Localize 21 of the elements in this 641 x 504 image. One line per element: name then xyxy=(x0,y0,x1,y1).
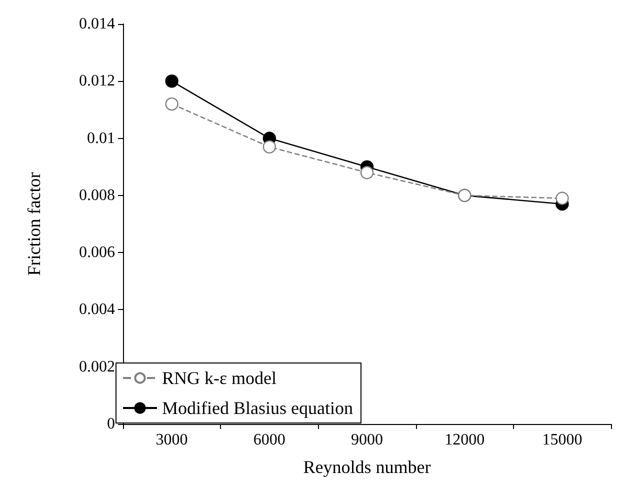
x-tick-label: 9000 xyxy=(351,432,383,448)
x-axis-title: Reynolds number xyxy=(303,457,431,477)
point xyxy=(360,166,374,180)
y-tick-label: 0.006 xyxy=(79,244,115,262)
x-tick-label: 3000 xyxy=(156,432,188,448)
point xyxy=(556,192,569,205)
y-tick-label: 0.012 xyxy=(79,72,115,90)
point xyxy=(165,74,178,88)
y-axis-title: Friction factor xyxy=(24,172,44,276)
x-tick-label: 15000 xyxy=(542,432,582,448)
y-tick-label: 0 xyxy=(107,416,115,432)
point xyxy=(262,140,276,154)
y-tick-label: 0.014 xyxy=(79,16,115,32)
y-tick-label: 0.002 xyxy=(79,358,115,376)
y-tick-label: 0.004 xyxy=(79,301,115,318)
x-tick-label: 6000 xyxy=(253,432,286,448)
legend-label: RNG k-ε model xyxy=(162,368,277,388)
x-tick-label: 12000 xyxy=(444,432,485,448)
y-tick-label: 0.01 xyxy=(87,130,115,147)
y-tick-label: 0.008 xyxy=(79,186,115,204)
legend-label: Modified Blasius equation xyxy=(162,398,353,418)
